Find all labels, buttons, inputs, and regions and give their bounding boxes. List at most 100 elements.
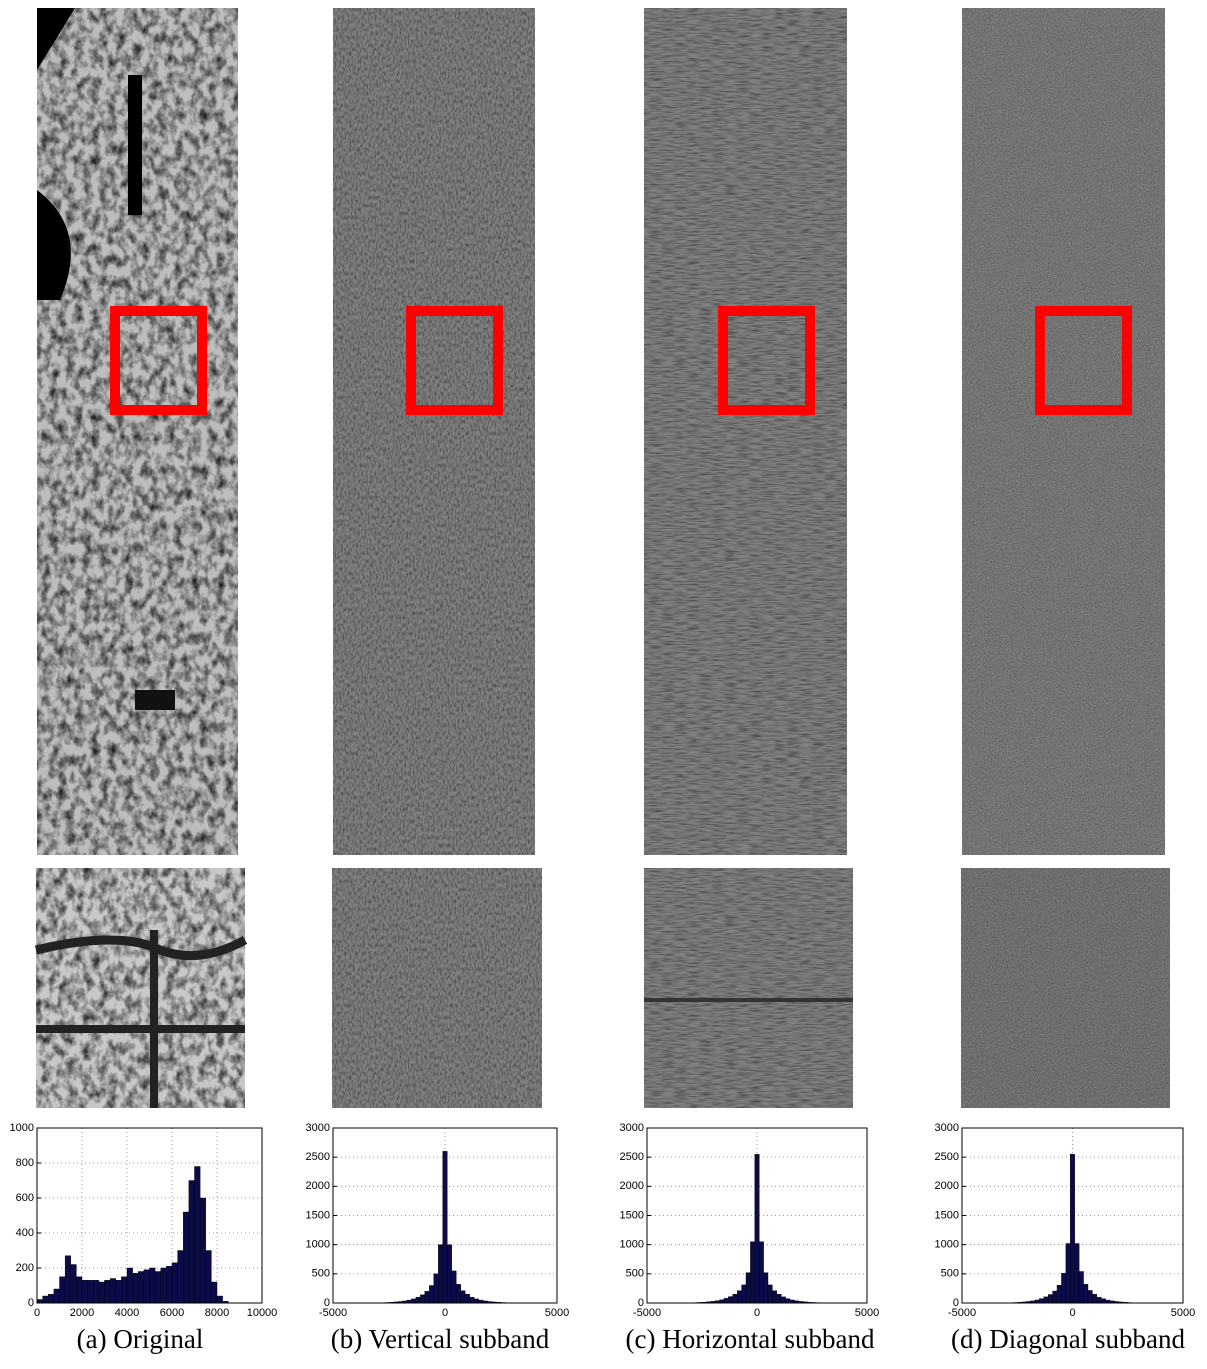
histogram-bar (1101, 1299, 1105, 1303)
histogram-bar (217, 1296, 223, 1303)
histogram-bar (48, 1294, 54, 1303)
histogram-bar (110, 1279, 116, 1304)
histogram-bar (60, 1277, 66, 1303)
x-tick-label: 10000 (247, 1307, 278, 1319)
histogram-bar (88, 1280, 94, 1303)
histogram-bar (37, 1300, 43, 1304)
x-tick-label: 0 (1069, 1307, 1075, 1319)
histogram-bar (1088, 1290, 1092, 1303)
histogram-bar (76, 1277, 82, 1303)
y-tick-label: 1500 (306, 1209, 330, 1221)
y-tick-label: 500 (626, 1268, 644, 1280)
y-tick-label: 1000 (306, 1239, 330, 1251)
histogram-bar (465, 1294, 469, 1303)
histogram-bar (189, 1181, 195, 1304)
y-tick-label: 3000 (306, 1122, 330, 1134)
histogram-bar (755, 1154, 759, 1303)
y-tick-label: 1000 (935, 1239, 959, 1251)
x-tick-label: -5000 (633, 1307, 661, 1319)
histogram-bar (1097, 1297, 1101, 1303)
histogram-bar (434, 1274, 438, 1303)
histogram-bar (764, 1273, 768, 1303)
histogram-bar (200, 1198, 206, 1303)
histogram-bar (1053, 1291, 1057, 1303)
histogram-bar (138, 1272, 144, 1304)
histogram-bar (438, 1245, 442, 1303)
histogram-bar (54, 1289, 60, 1303)
histogram-bar (786, 1299, 790, 1303)
histogram-bar (206, 1251, 212, 1304)
histogram-bar (411, 1299, 415, 1303)
histogram-bar (93, 1280, 99, 1303)
x-tick-label: 5000 (545, 1307, 569, 1319)
x-tick-label: 8000 (205, 1307, 229, 1319)
x-tick-label: 6000 (160, 1307, 184, 1319)
y-tick-label: 800 (16, 1157, 34, 1169)
histogram-bar (742, 1285, 746, 1303)
y-tick-label: 1500 (935, 1209, 959, 1221)
y-tick-label: 2000 (935, 1180, 959, 1192)
y-tick-label: 2500 (620, 1151, 644, 1163)
histogram-bar (116, 1280, 122, 1303)
x-tick-label: 2000 (70, 1307, 94, 1319)
histogram-bar (183, 1212, 189, 1303)
diagonal-crop (961, 868, 1170, 1108)
histogram-bar (728, 1297, 732, 1303)
y-tick-label: 500 (312, 1268, 330, 1280)
histogram-bar (150, 1268, 156, 1303)
y-tick-label: 2000 (306, 1180, 330, 1192)
original-image (37, 8, 238, 855)
histogram-bar (746, 1273, 750, 1303)
histogram-bar (750, 1242, 754, 1303)
vertical-crop (332, 868, 542, 1108)
histogram-bar (416, 1297, 420, 1303)
horizontal-subband-image (644, 8, 847, 855)
y-tick-label: 1000 (10, 1122, 34, 1134)
histogram-bar (447, 1245, 451, 1303)
histogram-bar (1084, 1284, 1088, 1303)
caption: (d) Diagonal subband (951, 1324, 1185, 1354)
histogram-bar (99, 1282, 105, 1303)
histogram-bar (1061, 1273, 1065, 1303)
histogram-bar (759, 1242, 763, 1303)
x-tick-label: 4000 (115, 1307, 139, 1319)
histogram-bar (724, 1298, 728, 1303)
histogram-bar (777, 1294, 781, 1303)
histogram-bar (461, 1291, 465, 1303)
x-tick-label: -5000 (319, 1307, 347, 1319)
histogram-bar (1066, 1244, 1070, 1304)
y-tick-label: 2000 (620, 1180, 644, 1192)
histogram-bar (733, 1294, 737, 1303)
x-tick-label: -5000 (948, 1307, 976, 1319)
histogram-bar (195, 1167, 201, 1304)
original-crop (36, 868, 245, 1108)
histogram-bar (474, 1299, 478, 1303)
histogram-bar (1075, 1244, 1079, 1304)
histogram-bar (772, 1291, 776, 1303)
histogram-bar (144, 1270, 150, 1303)
histogram-bar (470, 1297, 474, 1303)
histogram-bar (172, 1263, 178, 1303)
horizontal-crop (644, 868, 853, 1108)
histogram-bar (133, 1273, 139, 1303)
histogram-bar (1057, 1285, 1061, 1303)
histogram-bar (166, 1266, 172, 1303)
x-tick-label: 0 (754, 1307, 760, 1319)
diagonal-subband-image (962, 8, 1165, 855)
histogram-bar (71, 1265, 77, 1304)
caption: (a) Original (77, 1324, 204, 1354)
x-tick-label: 5000 (855, 1307, 879, 1319)
histogram-bar (43, 1296, 49, 1303)
y-tick-label: 3000 (620, 1122, 644, 1134)
histogram-bar (1039, 1299, 1043, 1303)
y-tick-label: 1500 (620, 1209, 644, 1221)
histogram-bar (155, 1272, 161, 1304)
histogram-bar (121, 1277, 127, 1303)
y-tick-label: 2500 (306, 1151, 330, 1163)
histogram-bar (161, 1268, 167, 1303)
y-tick-label: 500 (941, 1268, 959, 1280)
caption: (c) Horizontal subband (626, 1324, 875, 1354)
y-tick-label: 200 (16, 1262, 34, 1274)
histogram-bar (178, 1251, 184, 1304)
